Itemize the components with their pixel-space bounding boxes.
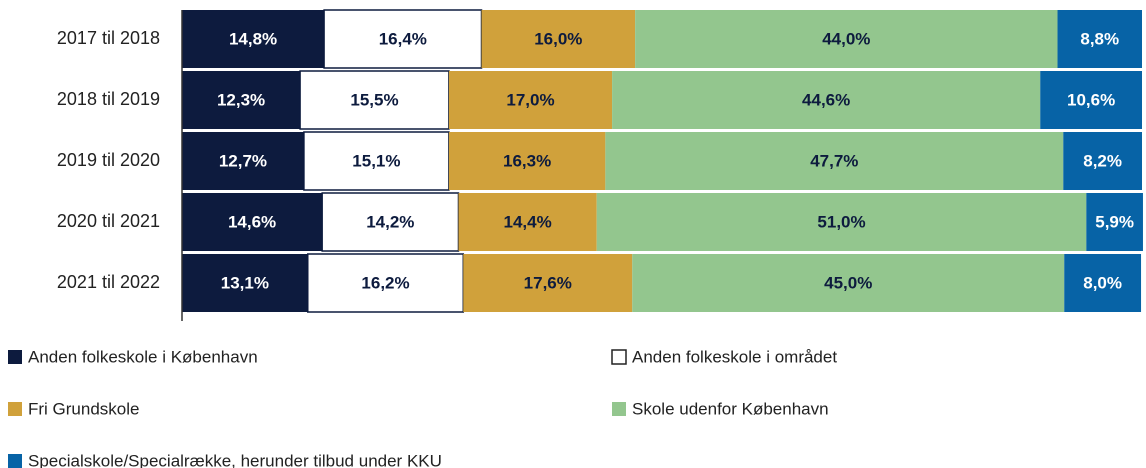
value-label: 47,7% (810, 151, 858, 170)
bar-segment (632, 254, 1065, 312)
value-label: 17,6% (524, 273, 572, 292)
value-label: 13,1% (221, 273, 269, 292)
legend-swatch (8, 454, 22, 468)
legend-swatch (8, 402, 22, 416)
value-label: 8,2% (1083, 151, 1122, 170)
bar-segment (481, 10, 636, 68)
value-label: 8,8% (1080, 29, 1119, 48)
legend-label: Specialskole/Specialrække, herunder tilb… (28, 451, 442, 468)
y-tick-label: 2020 til 2021 (57, 211, 160, 231)
value-label: 51,0% (817, 212, 865, 231)
bar-segment (605, 132, 1064, 190)
value-label: 15,5% (350, 90, 398, 109)
value-label: 44,0% (822, 29, 870, 48)
value-label: 45,0% (824, 273, 872, 292)
value-label: 14,6% (228, 212, 276, 231)
bar-segment (182, 10, 325, 68)
legend-label: Skole udenfor København (632, 399, 829, 418)
bar-segment (321, 192, 460, 252)
value-label: 44,6% (802, 90, 850, 109)
legend-swatch (8, 350, 22, 364)
value-label: 12,3% (217, 90, 265, 109)
legend-label: Anden folkeskole i København (28, 347, 258, 366)
value-label: 14,2% (366, 212, 414, 231)
value-label: 17,0% (506, 90, 554, 109)
bar-segment (612, 71, 1041, 129)
bar-segment (182, 132, 304, 190)
y-tick-label: 2019 til 2020 (57, 150, 160, 170)
value-label: 16,0% (534, 29, 582, 48)
bar-segment (1057, 10, 1142, 68)
value-label: 16,4% (379, 29, 427, 48)
value-label: 5,9% (1095, 212, 1134, 231)
bar-segment (182, 254, 308, 312)
bar-segment (323, 9, 483, 69)
bar-segment (448, 132, 606, 190)
bar-segment (182, 193, 323, 251)
bar-segment (1086, 193, 1143, 251)
value-label: 15,1% (352, 151, 400, 170)
value-label: 10,6% (1067, 90, 1115, 109)
y-tick-label: 2021 til 2022 (57, 272, 160, 292)
legend-swatch (612, 402, 626, 416)
bar-segment (458, 193, 597, 251)
y-tick-label: 2018 til 2019 (57, 89, 160, 109)
bar-segment (596, 193, 1087, 251)
bar-segment (1063, 132, 1142, 190)
legend-label: Anden folkeskole i området (632, 347, 837, 366)
value-label: 16,2% (361, 273, 409, 292)
legend-swatch (611, 349, 627, 365)
bar-segment (463, 254, 633, 312)
bar-segment (307, 253, 465, 313)
y-tick-label: 2017 til 2018 (57, 28, 160, 48)
value-label: 14,8% (229, 29, 277, 48)
bar-segment (182, 71, 301, 129)
bar-segment (1040, 71, 1142, 129)
value-label: 14,4% (503, 212, 551, 231)
value-label: 8,0% (1083, 273, 1122, 292)
bar-segment (448, 71, 613, 129)
value-label: 16,3% (503, 151, 551, 170)
bar-segment (303, 131, 450, 191)
bar-segment (1064, 254, 1142, 312)
legend-label: Fri Grundskole (28, 399, 139, 418)
bar-segment (635, 10, 1058, 68)
value-label: 12,7% (219, 151, 267, 170)
